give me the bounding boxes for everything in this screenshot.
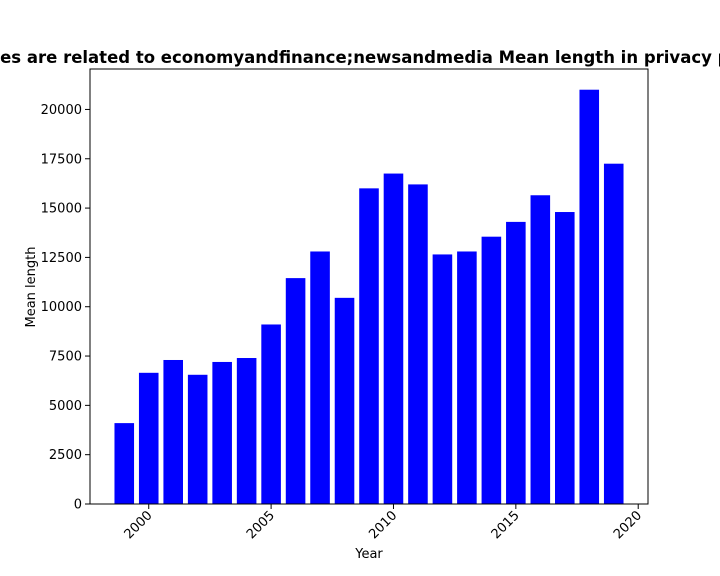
- y-tick-label: 0: [74, 498, 82, 513]
- x-tick-label: 2020: [611, 508, 645, 542]
- bar-2000: [138, 372, 159, 504]
- y-axis-ticks: 0 2500 5000 7500 10000 12500 15000 17500 20000: [41, 103, 90, 513]
- y-tick-label: 5000: [49, 399, 82, 414]
- x-tick-label: 2015: [489, 508, 523, 542]
- bar-2009: [359, 188, 379, 504]
- bar-2017: [555, 212, 575, 504]
- y-tick-label: 10000: [41, 300, 82, 315]
- chart-title: Countries are related to economyandfinan…: [0, 48, 720, 67]
- bars-group: [114, 89, 624, 505]
- bar-2008: [334, 297, 355, 504]
- bar-2003: [212, 361, 232, 504]
- bar-2005: [261, 324, 281, 504]
- bar-2006: [285, 278, 306, 504]
- bar-2014: [481, 236, 502, 504]
- bar-2015: [506, 221, 526, 504]
- y-tick-label: 15000: [41, 202, 82, 217]
- bar-2018: [579, 89, 600, 504]
- bar-1999: [114, 423, 135, 504]
- y-tick-label: 7500: [49, 350, 82, 365]
- y-tick-label: 2500: [49, 448, 82, 463]
- bar-2011: [408, 184, 428, 505]
- x-tick-label: 2010: [366, 508, 400, 542]
- x-axis-ticks: 2000 2005 2010 2015 2020: [122, 504, 645, 542]
- x-tick-label: 2000: [122, 508, 156, 542]
- bar-2016: [530, 195, 551, 505]
- x-tick-label: 2005: [244, 508, 278, 542]
- bar-2019: [603, 163, 624, 504]
- y-tick-label: 20000: [41, 103, 82, 118]
- y-tick-label: 17500: [41, 152, 82, 167]
- plot-frame: [89, 68, 649, 505]
- bar-2007: [310, 251, 330, 504]
- bar-2012: [432, 254, 453, 504]
- bar-2001: [163, 359, 183, 504]
- bar-2002: [187, 374, 208, 504]
- bar-2010: [383, 173, 404, 505]
- bar-2013: [457, 251, 477, 504]
- bar-2004: [236, 358, 257, 504]
- y-tick-label: 12500: [41, 251, 82, 266]
- x-axis-label: Year: [354, 547, 383, 562]
- y-axis-label: Mean length: [24, 247, 39, 328]
